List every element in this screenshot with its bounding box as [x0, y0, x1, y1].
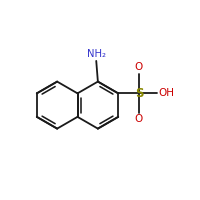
Text: S: S — [135, 87, 143, 100]
Text: O: O — [135, 62, 143, 72]
Text: O: O — [135, 114, 143, 124]
Text: NH₂: NH₂ — [87, 49, 106, 59]
Text: OH: OH — [158, 88, 174, 98]
